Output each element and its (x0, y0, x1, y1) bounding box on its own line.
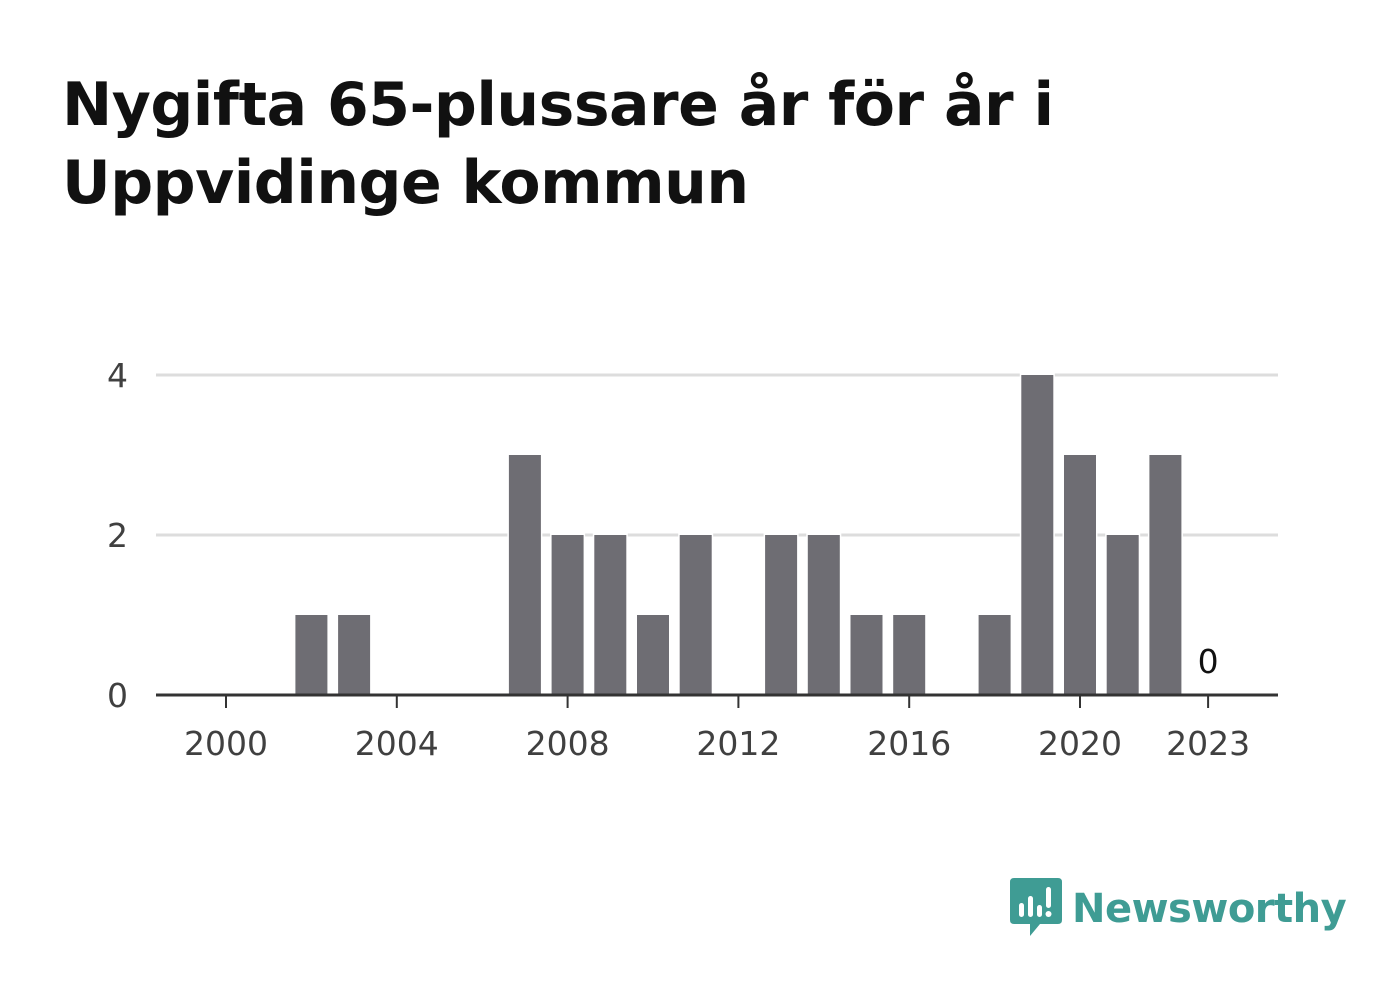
bar-2009 (592, 533, 628, 697)
x-tick-label: 2004 (355, 724, 439, 763)
bar-2019 (1019, 373, 1055, 697)
brand-name: Newsworthy (1072, 886, 1347, 932)
bar-2011 (678, 533, 714, 697)
x-tick-label: 2012 (696, 724, 780, 763)
bar-2015 (849, 613, 884, 697)
newsworthy-brand: Newsworthy (1010, 878, 1347, 940)
gridlines (156, 373, 1278, 537)
bar-2010 (635, 613, 671, 697)
bars (293, 373, 1183, 697)
y-tick-label: 0 (107, 676, 128, 715)
tick-labels: 2000 2004 2008 2012 2016 2020 2023 0 2 4 0 (107, 356, 1250, 763)
x-tick-label: 2020 (1038, 724, 1122, 763)
bar-2020 (1062, 453, 1098, 697)
bar-2016 (891, 613, 927, 697)
bar-2021 (1105, 533, 1141, 697)
x-tick-label: 2008 (526, 724, 610, 763)
bar-2003 (336, 613, 372, 697)
newsworthy-logo-icon (1010, 878, 1062, 936)
bar-2013 (763, 533, 799, 697)
y-tick-label: 2 (107, 516, 128, 555)
bar-2022 (1147, 453, 1183, 697)
axes (156, 693, 1278, 708)
bar-2018 (977, 613, 1013, 697)
x-tick-label: 2016 (867, 724, 951, 763)
data-label: 0 (1198, 642, 1219, 681)
chart-title: Nygifta 65-plussare år för år i Uppvidin… (62, 70, 1054, 218)
y-tick-label: 4 (107, 356, 128, 395)
bar-2002 (293, 613, 329, 697)
x-tick-label: 2023 (1166, 724, 1250, 763)
x-tick-label: 2000 (184, 724, 268, 763)
bar-2014 (806, 533, 842, 697)
bar-2008 (550, 533, 586, 697)
bar-2007 (507, 453, 543, 697)
